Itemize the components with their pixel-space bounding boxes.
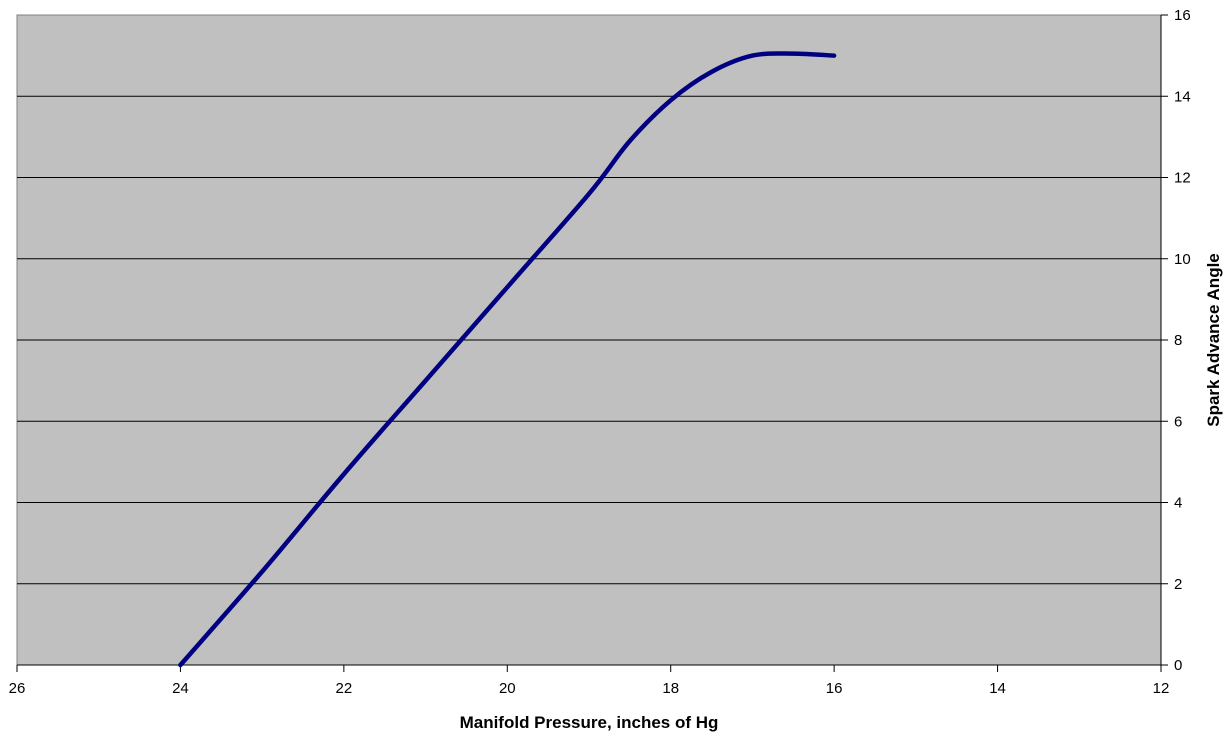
y-tick-labels: 0 2 4 6 8 10 12 14 16 bbox=[1174, 7, 1191, 674]
axes bbox=[16, 14, 1168, 672]
series-line bbox=[178, 51, 837, 668]
gridlines bbox=[17, 95, 1161, 585]
y-axis-title: Spark Advance Angle bbox=[1204, 253, 1223, 427]
y-tick-label: 12 bbox=[1174, 170, 1191, 187]
y-tick-label: 8 bbox=[1174, 332, 1182, 349]
x-axis-title: Manifold Pressure, inches of Hg bbox=[460, 713, 719, 732]
x-tick-label: 26 bbox=[9, 680, 26, 697]
x-tick-label: 22 bbox=[336, 680, 353, 697]
x-tick-label: 14 bbox=[989, 680, 1006, 697]
series-group bbox=[178, 51, 837, 668]
y-tick-label: 10 bbox=[1174, 251, 1191, 268]
y-tick-label: 14 bbox=[1174, 88, 1191, 105]
y-tick-label: 16 bbox=[1174, 7, 1191, 24]
y-tick-label: 6 bbox=[1174, 413, 1182, 430]
x-tick-label: 16 bbox=[826, 680, 843, 697]
x-tick-labels: 26 24 22 20 18 16 14 12 bbox=[9, 680, 1170, 697]
y-tick-label: 0 bbox=[1174, 657, 1182, 674]
y-tick-label: 2 bbox=[1174, 576, 1182, 593]
y-tick-label: 4 bbox=[1174, 495, 1182, 512]
x-tick-label: 18 bbox=[662, 680, 679, 697]
x-tick-label: 12 bbox=[1153, 680, 1170, 697]
x-tick-label: 20 bbox=[499, 680, 516, 697]
x-tick-label: 24 bbox=[172, 680, 189, 697]
